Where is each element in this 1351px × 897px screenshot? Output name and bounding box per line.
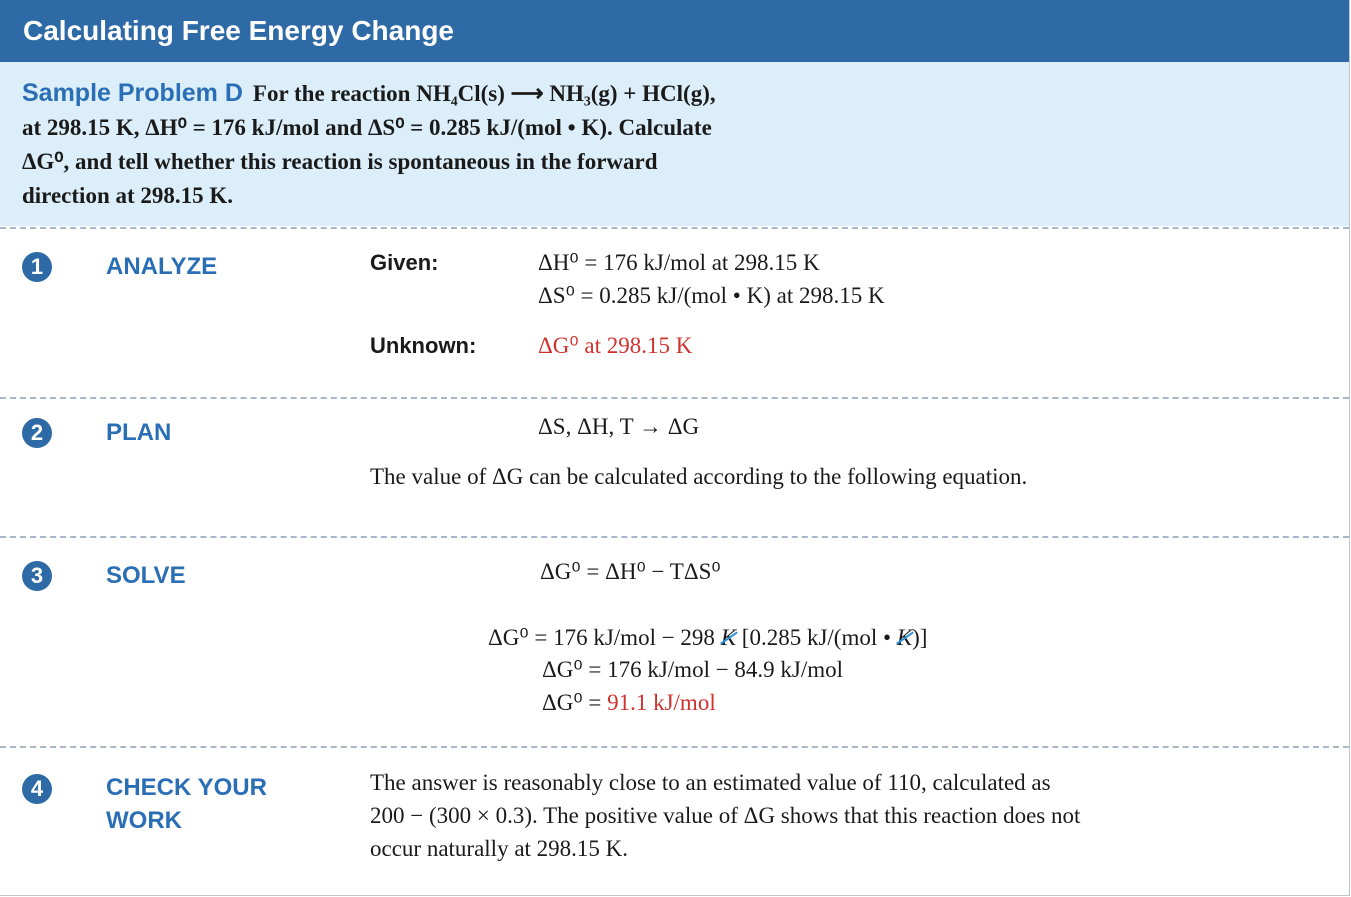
solve-line-1-a: ΔG⁰ = 176 kJ/mol − 298 <box>488 625 721 650</box>
check-text-3: occur naturally at 298.15 K. <box>370 836 629 861</box>
step-number-2-icon: 2 <box>22 418 52 448</box>
divider <box>0 227 1349 229</box>
given-line-1: ΔH⁰ = 176 kJ/mol at 298.15 K <box>538 250 820 275</box>
step-title-analyze: ANALYZE <box>106 253 218 280</box>
problem-text-2: at 298.15 K, ΔH⁰ = 176 kJ/mol and ΔS⁰ = … <box>22 115 712 140</box>
unknown-label: Unknown: <box>370 333 477 358</box>
step-number-3-icon: 3 <box>22 561 52 591</box>
given-line-2: ΔS⁰ = 0.285 kJ/(mol • K) at 298.15 K <box>538 283 885 308</box>
solve-line-1-c: )] <box>912 625 928 650</box>
step-title-check-line-1: CHECK YOUR <box>106 774 267 801</box>
solve-line-3: ΔG⁰ = 91.1 kJ/mol <box>542 687 716 719</box>
step-number-1-icon: 1 <box>22 252 52 282</box>
solve-equation: ΔG⁰ = ΔH⁰ − TΔS⁰ <box>540 559 721 584</box>
cancelled-kelvin-2: K <box>897 622 912 654</box>
sample-problem-label: Sample Problem D <box>22 79 243 107</box>
solve-line-1-b: [0.285 kJ/(mol • <box>736 625 897 650</box>
plan-relation: ΔS, ΔH, T → ΔG <box>538 414 700 439</box>
check-text-2: 200 − (300 × 0.3). The positive value of… <box>370 803 1081 828</box>
step-title-plan: PLAN <box>106 419 172 446</box>
solve-line-2: ΔG⁰ = 176 kJ/mol − 84.9 kJ/mol <box>542 657 844 682</box>
solve-line-1: ΔG⁰ = 176 kJ/mol − 298 K [0.285 kJ/(mol … <box>488 622 927 654</box>
problem-statement: Sample Problem D For the reaction NH₄Cl(s… <box>0 62 1349 226</box>
answer-value: 91.1 kJ/mol <box>607 690 716 715</box>
problem-text-1: For the reaction NH₄Cl(s) ⟶ NH₃(g) + HCl… <box>252 81 716 106</box>
step-title-solve: SOLVE <box>106 562 186 589</box>
panel-title: Calculating Free Energy Change <box>0 0 1349 62</box>
given-label: Given: <box>370 250 439 275</box>
cancelled-kelvin-1: K <box>721 622 736 654</box>
step-number-4-icon: 4 <box>22 774 52 804</box>
problem-line-1: Sample Problem D For the reaction NH₄Cl(s… <box>22 76 1349 111</box>
divider <box>0 397 1349 399</box>
problem-text-3: ΔG⁰, and tell whether this reaction is s… <box>22 149 658 174</box>
step-title-check-line-2: WORK <box>106 807 182 834</box>
plan-text: The value of ΔG can be calculated accord… <box>370 464 1028 489</box>
divider <box>0 536 1349 538</box>
solve-line-3-prefix: ΔG⁰ = <box>542 690 608 715</box>
check-text-1: The answer is reasonably close to an est… <box>370 770 1051 795</box>
divider <box>0 746 1349 748</box>
problem-text-4: direction at 298.15 K. <box>22 183 234 208</box>
unknown-value: ΔG⁰ at 298.15 K <box>538 333 693 358</box>
